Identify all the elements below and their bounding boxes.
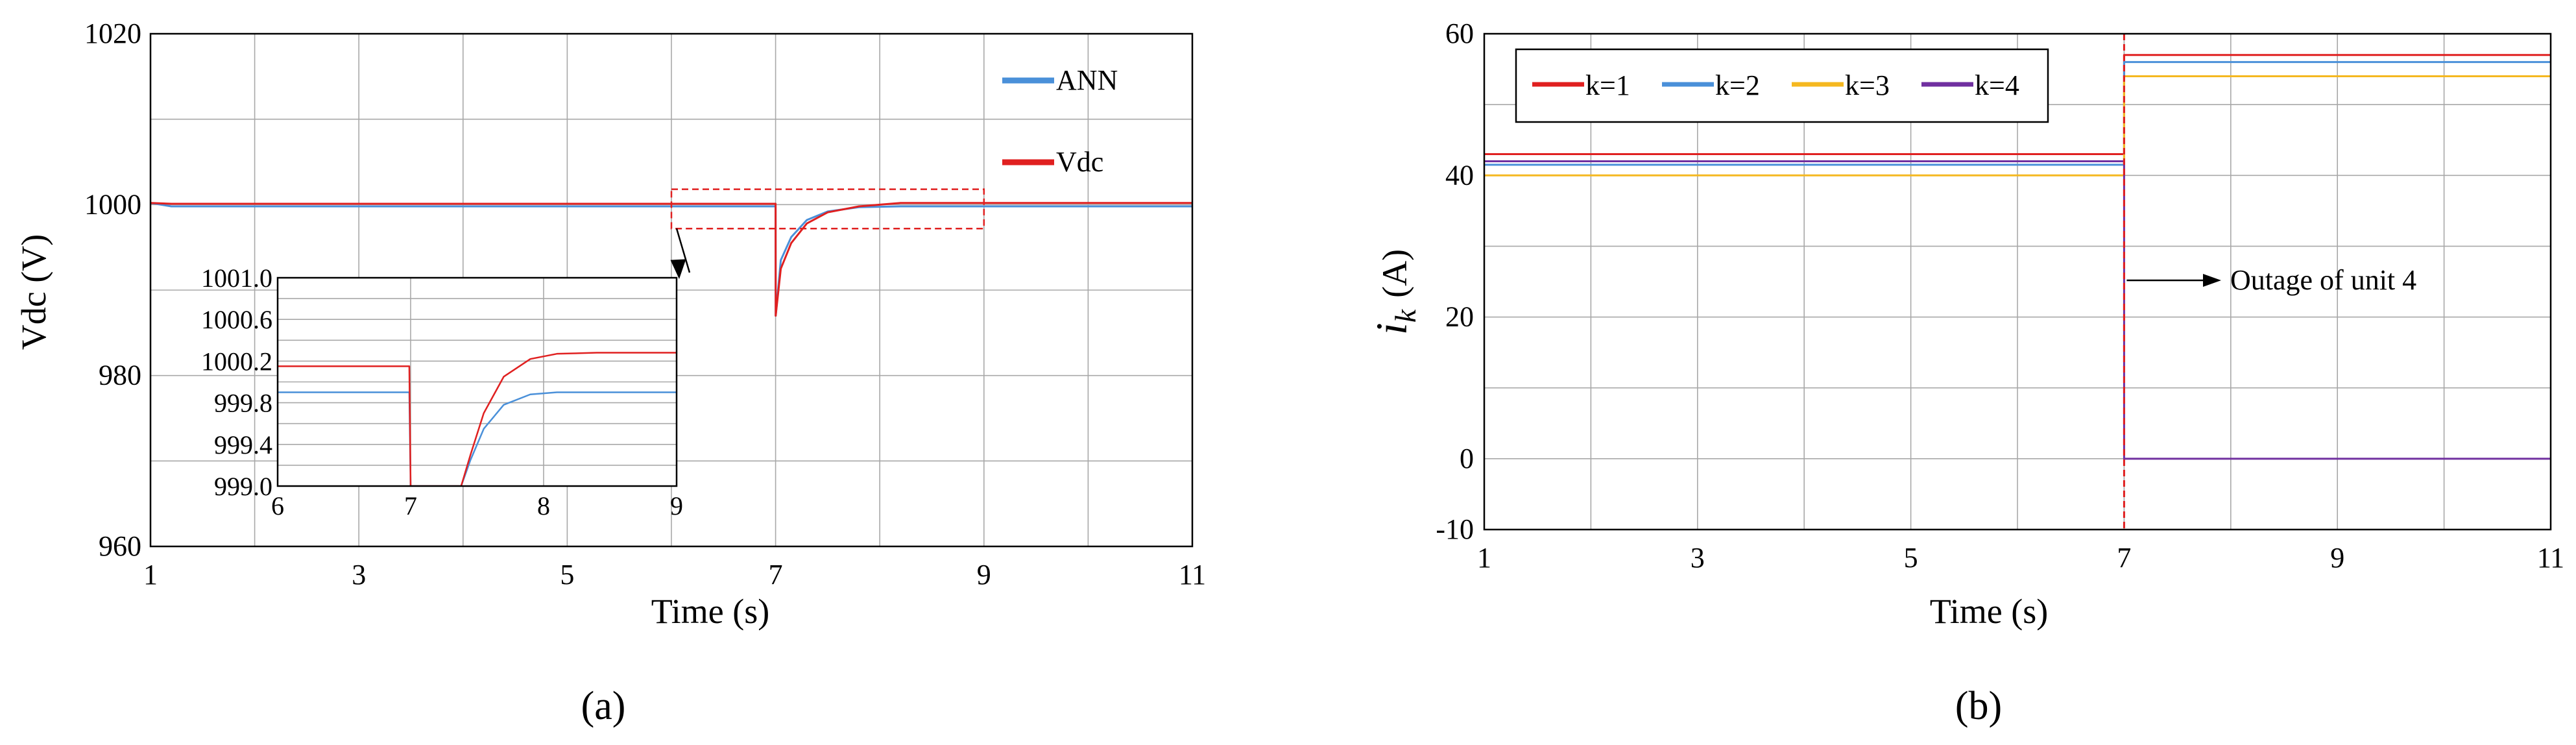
y-tick-label: 999.0 <box>214 472 272 501</box>
x-tick-label: 11 <box>1179 559 1206 591</box>
y-tick-label: 1000.2 <box>201 347 272 376</box>
x-tick-label: 9 <box>2330 542 2344 574</box>
y-tick-label: 1000.6 <box>201 305 272 334</box>
chart-a-inset-frame <box>276 276 678 487</box>
chart-a-y-axis-label: Vdc (V) <box>14 234 53 350</box>
legend-label: Vdc <box>1056 146 1103 178</box>
x-tick-label: 7 <box>2117 542 2131 574</box>
chart-a-y-ticks: 960 980 1000 1020 <box>84 18 141 562</box>
chart-a-x-axis-label: Time (s) <box>651 592 770 631</box>
panel-a-caption: (a) <box>581 684 626 728</box>
panel-b-caption: (b) <box>1955 684 2002 728</box>
series-line-vdc <box>150 202 1192 317</box>
x-tick-label: 3 <box>352 559 366 591</box>
y-tick-label: 0 <box>1460 443 1474 474</box>
chart-b-y-axis-label-symbol: i <box>1367 323 1416 335</box>
chart-b-y-ticks: -10 0 20 40 60 <box>1436 18 1474 545</box>
x-tick-label: 5 <box>1904 542 1918 574</box>
x-tick-label: 9 <box>977 559 991 591</box>
y-tick-label: -10 <box>1436 513 1474 545</box>
chart-b-legend: k=1 k=2 k=3 k=4 <box>1515 48 2049 123</box>
y-tick-label: 60 <box>1445 18 1474 49</box>
y-tick-label: 999.8 <box>214 389 272 418</box>
chart-a-series <box>150 202 1192 317</box>
x-tick-label: 7 <box>404 491 417 520</box>
chart-b-annotation: Outage of unit 4 <box>2230 264 2416 296</box>
chart-a-zoom-arrow <box>675 228 691 273</box>
chart-a-zoom-arrowhead <box>670 259 686 279</box>
y-tick-label: 1020 <box>84 18 141 49</box>
chart-b-annotation-arrowhead <box>2203 274 2221 287</box>
y-tick-label: 980 <box>99 360 141 391</box>
chart-a-x-ticks: 1 3 5 7 9 11 <box>143 559 1206 591</box>
x-tick-label: 3 <box>1691 542 1705 574</box>
y-tick-label: 40 <box>1445 159 1474 191</box>
chart-b-x-ticks: 1 3 5 7 9 11 <box>1477 542 2564 574</box>
y-tick-label: 20 <box>1445 301 1474 333</box>
x-tick-label: 7 <box>769 559 783 591</box>
legend-label: k=2 <box>1715 69 1760 101</box>
chart-b-x-axis-label: Time (s) <box>1930 592 2049 631</box>
chart-a-inset: 6 7 8 9 999.0 999.4 999.8 1000.2 1000.6 1001.0 <box>201 263 683 520</box>
y-tick-label: 1001.0 <box>201 263 272 293</box>
series-line-k-3 <box>1484 75 2551 177</box>
legend-label: k=3 <box>1845 69 1890 101</box>
x-tick-label: 9 <box>670 491 683 520</box>
chart-a-plot-frame <box>149 32 1194 548</box>
series-line-vdc <box>278 352 677 486</box>
y-tick-label: 1000 <box>84 188 141 220</box>
legend-label: k=1 <box>1585 69 1630 101</box>
chart-b: 1 3 5 7 9 11 -10 0 20 40 60 Time (s) ik (A) k=1 k=2… <box>1367 18 2564 728</box>
legend-label: k=4 <box>1975 69 2019 101</box>
chart-a-inset-x-ticks: 6 7 8 9 <box>271 491 683 520</box>
chart-a-zoom-box <box>670 188 985 230</box>
x-tick-label: 5 <box>560 559 574 591</box>
chart-a-inset-series <box>278 352 677 486</box>
chart-b-y-axis-label-unit: (A) <box>1375 249 1414 298</box>
chart-a-inset-y-ticks: 999.0 999.4 999.8 1000.2 1000.6 1001.0 <box>201 263 272 501</box>
series-line-ann <box>150 202 1192 317</box>
chart-b-y-axis-label: ik (A) <box>1367 249 1422 335</box>
x-tick-label: 6 <box>271 491 284 520</box>
y-tick-label: 999.4 <box>214 430 272 459</box>
y-tick-label: 960 <box>99 530 141 562</box>
x-tick-label: 1 <box>143 559 158 591</box>
x-tick-label: 11 <box>2537 542 2564 574</box>
chart-b-plot-frame <box>1483 32 2552 531</box>
chart-b-y-axis-label-subscript: k <box>1389 308 1422 323</box>
x-tick-label: 8 <box>537 491 550 520</box>
chart-a-legend: ANN Vdc <box>1002 64 1118 178</box>
x-tick-label: 1 <box>1477 542 1491 574</box>
chart-a-inset-grid <box>278 278 677 486</box>
legend-label: ANN <box>1056 64 1118 96</box>
